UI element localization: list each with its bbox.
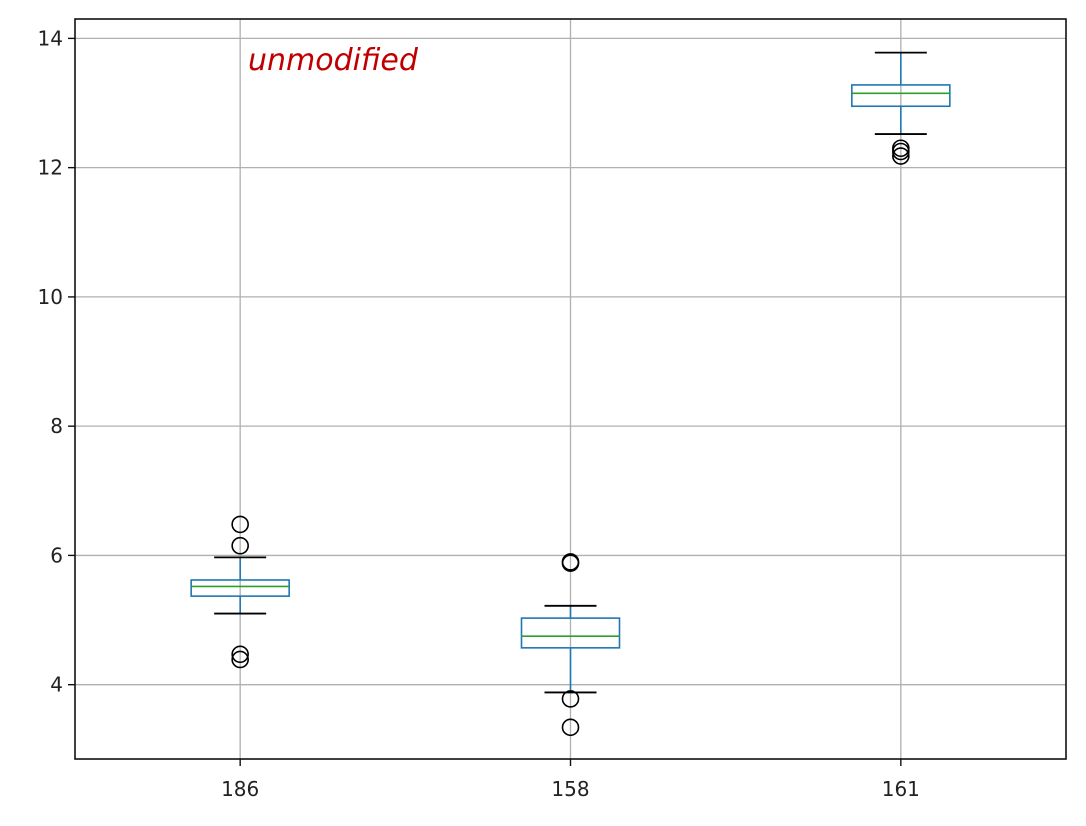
y-tick-label-6: 6	[50, 543, 63, 567]
outlier-186-0	[231, 515, 249, 534]
grid-lines	[75, 19, 1066, 759]
outlier-161-2	[892, 147, 910, 165]
outlier-158-3	[561, 718, 580, 737]
x-tick-label-158: 158	[551, 777, 589, 801]
outlier-186-3	[231, 650, 249, 669]
y-axis: 4 6 8 10 12 14	[38, 26, 75, 697]
x-tick-label-186: 186	[221, 777, 259, 801]
y-tick-label-14: 14	[38, 26, 63, 50]
box-158	[520, 553, 621, 737]
outlier-186-2	[231, 645, 249, 664]
outlier-186-1	[231, 536, 249, 555]
outlier-158-1	[561, 554, 580, 572]
iqr-box-186	[190, 579, 290, 597]
x-tick-label-161: 161	[882, 777, 920, 801]
x-axis: 186 158 161	[221, 759, 920, 801]
y-tick-label-12: 12	[38, 156, 63, 180]
outlier-161-1	[892, 142, 910, 161]
y-tick-label-4: 4	[50, 673, 63, 697]
y-tick-label-8: 8	[50, 414, 63, 438]
iqr-box-161	[851, 84, 951, 108]
outlier-158-2	[561, 690, 580, 708]
box-186	[190, 515, 290, 669]
iqr-box-158	[520, 617, 621, 649]
box-plot-series	[190, 51, 951, 737]
box-161	[851, 51, 951, 165]
y-tick-label-10: 10	[38, 285, 63, 309]
unmodified-annotation: unmodified	[248, 43, 419, 78]
